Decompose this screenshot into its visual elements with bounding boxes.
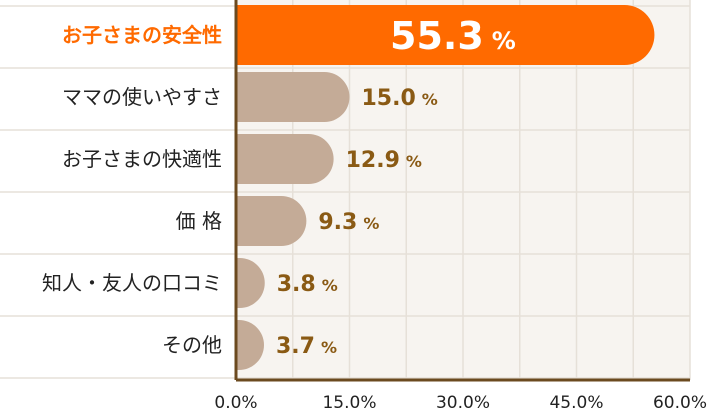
x-tick-label: 45.0% xyxy=(549,393,603,413)
bars xyxy=(236,5,655,370)
value-label: 15.0% xyxy=(362,86,438,111)
x-tick-label: 60.0% xyxy=(653,393,707,413)
x-tick-label: 0.0% xyxy=(214,393,257,413)
value-label: 9.3% xyxy=(318,210,379,235)
bar xyxy=(236,134,334,184)
bar xyxy=(236,258,265,308)
category-label: 知人・友人の口コミ xyxy=(42,271,222,295)
category-label: ママの使いやすさ xyxy=(62,85,222,109)
x-tick-label: 15.0% xyxy=(322,393,376,413)
category-label: その他 xyxy=(162,333,222,357)
value-label: 12.9% xyxy=(346,148,422,173)
category-label: お子さまの安全性 xyxy=(62,23,222,47)
bar xyxy=(236,196,307,246)
value-label: 3.7% xyxy=(276,334,337,359)
x-tick-labels: 0.0% 15.0% 30.0% 45.0% 60.0% xyxy=(214,393,707,413)
category-label: お子さまの快適性 xyxy=(62,147,222,171)
value-label: 3.8% xyxy=(277,272,338,297)
bar xyxy=(236,5,655,65)
category-label: 価 格 xyxy=(176,209,222,233)
value-labels: 55.3 % 15.0 % 12.9 % 9.3 % 3.8 % 3.7% xyxy=(276,14,516,359)
value-label: 55.3% xyxy=(390,14,516,58)
bar xyxy=(236,72,350,122)
axes xyxy=(234,0,690,382)
bar xyxy=(236,320,264,370)
x-tick-label: 30.0% xyxy=(436,393,490,413)
